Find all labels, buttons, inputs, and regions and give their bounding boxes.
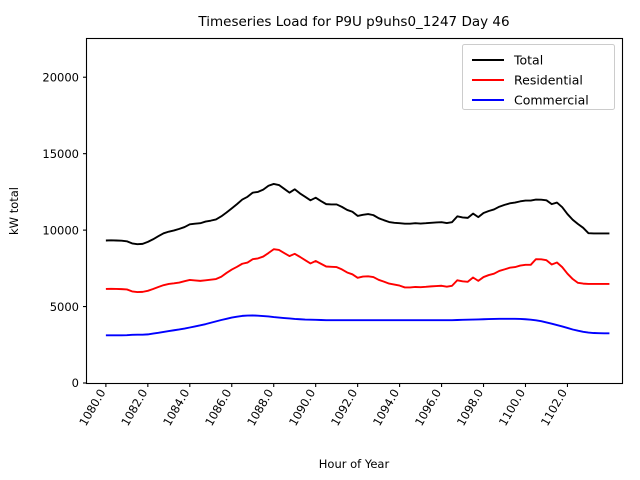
y-axis-ticks: 0 5000 10000 15000 20000 [42, 70, 87, 390]
y-tick-label: 20000 [42, 70, 79, 84]
y-tick-label: 0 [72, 376, 79, 390]
series-line-total [105, 182, 610, 246]
y-tick-label: 15000 [42, 147, 79, 161]
series-line-commercial [105, 314, 610, 337]
data-series-layer [105, 182, 610, 337]
y-tick-label: 5000 [50, 300, 79, 314]
plot-area-border [85, 37, 624, 385]
x-axis-label: Hour of Year [319, 457, 390, 471]
series-line-residential [105, 248, 610, 293]
y-tick-label: 10000 [42, 223, 79, 237]
legend-entries: Total Residential Commercial [472, 53, 589, 108]
chart-legend: Total Residential Commercial [462, 44, 615, 110]
legend-label-residential: Residential [514, 73, 583, 88]
chart-title: Timeseries Load for P9U p9uhs0_1247 Day … [197, 14, 509, 30]
legend-label-commercial: Commercial [514, 93, 589, 108]
legend-label-total: Total [513, 53, 543, 68]
y-axis-label: kW total [7, 187, 21, 235]
